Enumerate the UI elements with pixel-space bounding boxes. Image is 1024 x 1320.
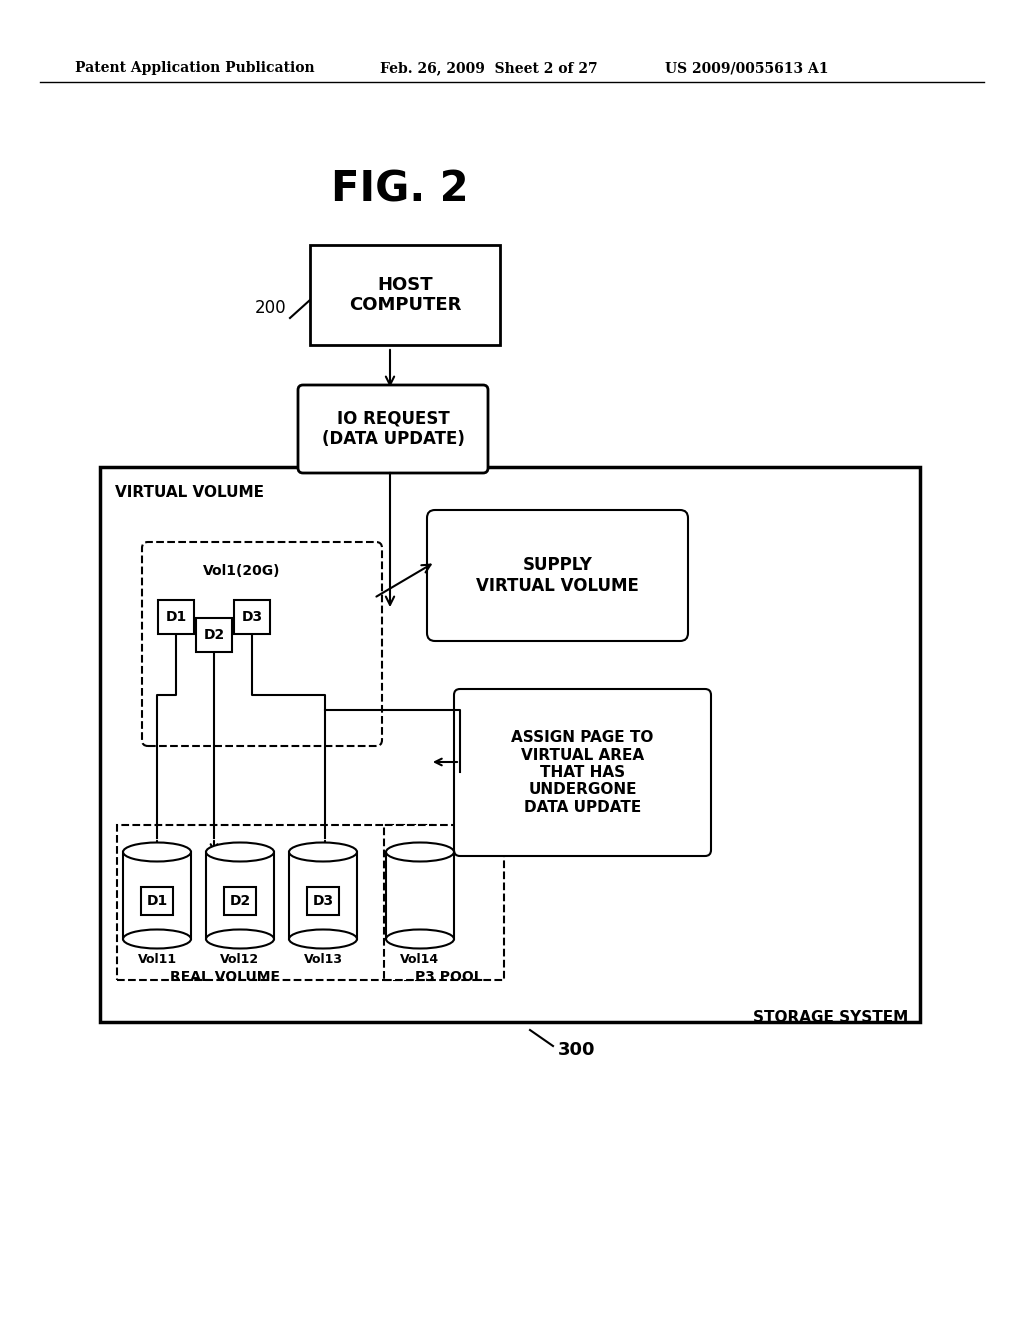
- Ellipse shape: [386, 929, 454, 949]
- Text: Vol13: Vol13: [303, 953, 342, 966]
- FancyBboxPatch shape: [117, 825, 432, 979]
- FancyBboxPatch shape: [141, 887, 173, 915]
- Text: D1: D1: [165, 610, 186, 624]
- Text: VIRTUAL VOLUME: VIRTUAL VOLUME: [115, 484, 264, 500]
- FancyBboxPatch shape: [196, 618, 232, 652]
- Text: HOST
COMPUTER: HOST COMPUTER: [349, 276, 461, 314]
- Text: Vol1(20G): Vol1(20G): [203, 564, 281, 578]
- Text: 300: 300: [558, 1041, 596, 1059]
- FancyBboxPatch shape: [224, 887, 256, 915]
- Ellipse shape: [123, 842, 191, 862]
- Text: IO REQUEST
(DATA UPDATE): IO REQUEST (DATA UPDATE): [322, 409, 465, 449]
- Ellipse shape: [289, 929, 357, 949]
- Text: Patent Application Publication: Patent Application Publication: [75, 61, 314, 75]
- FancyBboxPatch shape: [100, 467, 920, 1022]
- Text: D2: D2: [204, 628, 224, 642]
- Ellipse shape: [206, 929, 274, 949]
- Text: D1: D1: [146, 894, 168, 908]
- FancyBboxPatch shape: [234, 601, 270, 634]
- Text: ASSIGN PAGE TO
VIRTUAL AREA
THAT HAS
UNDERGONE
DATA UPDATE: ASSIGN PAGE TO VIRTUAL AREA THAT HAS UND…: [511, 730, 653, 814]
- Text: FIG. 2: FIG. 2: [331, 169, 469, 211]
- Ellipse shape: [386, 842, 454, 862]
- FancyBboxPatch shape: [142, 543, 382, 746]
- FancyBboxPatch shape: [298, 385, 488, 473]
- Text: US 2009/0055613 A1: US 2009/0055613 A1: [665, 61, 828, 75]
- FancyBboxPatch shape: [158, 601, 194, 634]
- Text: 200: 200: [254, 300, 286, 317]
- Text: Feb. 26, 2009  Sheet 2 of 27: Feb. 26, 2009 Sheet 2 of 27: [380, 61, 598, 75]
- Text: P3 POOL: P3 POOL: [415, 970, 482, 983]
- Ellipse shape: [206, 842, 274, 862]
- FancyBboxPatch shape: [427, 510, 688, 642]
- Text: D3: D3: [312, 894, 334, 908]
- Text: SUPPLY
VIRTUAL VOLUME: SUPPLY VIRTUAL VOLUME: [476, 556, 639, 595]
- Text: Vol14: Vol14: [400, 953, 439, 966]
- Text: D3: D3: [242, 610, 262, 624]
- Text: REAL VOLUME: REAL VOLUME: [170, 970, 280, 983]
- FancyBboxPatch shape: [307, 887, 339, 915]
- Ellipse shape: [289, 842, 357, 862]
- Text: Vol12: Vol12: [220, 953, 259, 966]
- Ellipse shape: [123, 929, 191, 949]
- FancyBboxPatch shape: [384, 825, 504, 979]
- FancyBboxPatch shape: [454, 689, 711, 855]
- Text: Vol11: Vol11: [137, 953, 176, 966]
- Text: D2: D2: [229, 894, 251, 908]
- Text: STORAGE SYSTEM: STORAGE SYSTEM: [753, 1010, 908, 1026]
- FancyBboxPatch shape: [310, 246, 500, 345]
